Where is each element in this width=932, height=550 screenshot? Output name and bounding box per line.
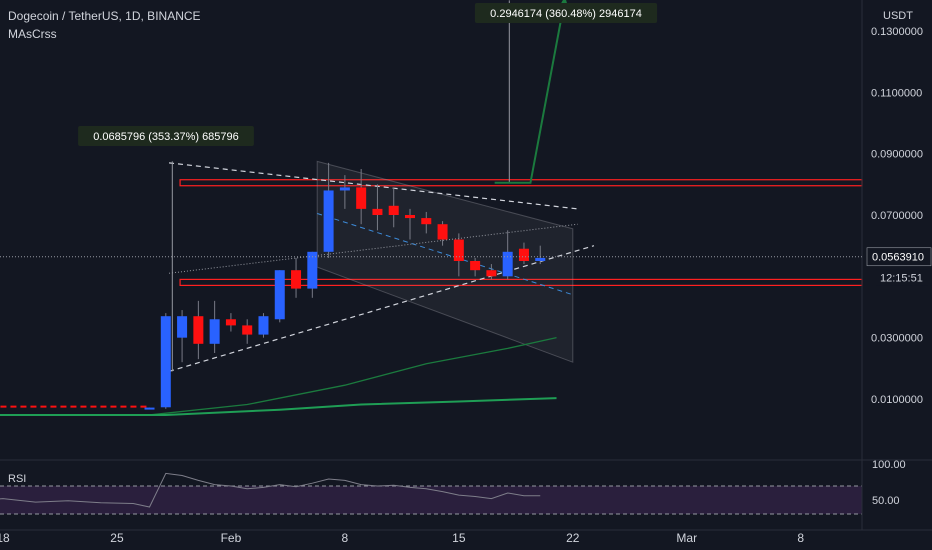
label-layer: 0.0685796 (353.37%) 685796 0.2946174 (360… xyxy=(78,3,658,146)
symbol-title: Dogecoin / TetherUS, 1D, BINANCE xyxy=(8,9,201,23)
currency-label: USDT xyxy=(883,10,913,22)
candle-body xyxy=(470,261,481,271)
candle-body xyxy=(535,257,546,261)
current-price-label: 0.0563910 xyxy=(872,252,924,264)
candle-body xyxy=(144,407,155,410)
candle-body xyxy=(209,319,220,344)
countdown-label: 12:15:51 xyxy=(880,273,923,285)
x-tick-label: 18 xyxy=(0,531,10,545)
upper-triangle-line xyxy=(168,162,578,210)
measure-label-2: 0.2946174 (360.48%) 2946174 xyxy=(490,8,642,20)
y-tick-label: 0.0100000 xyxy=(871,394,923,406)
rsi-line xyxy=(0,472,541,508)
lower-triangle-line xyxy=(168,245,595,372)
x-tick-label: 15 xyxy=(452,531,466,545)
candle-layer xyxy=(144,162,546,410)
candle-body xyxy=(502,251,513,277)
candle-body xyxy=(486,270,497,277)
candle-body xyxy=(323,190,334,252)
indicator-label: MAsCrss xyxy=(8,27,57,41)
rsi-band xyxy=(0,486,862,514)
candle-body xyxy=(405,215,415,219)
candle-body xyxy=(193,316,204,344)
candle-body xyxy=(225,319,236,326)
moving-average-layer xyxy=(0,337,557,416)
candle-body xyxy=(307,251,318,289)
candle-body xyxy=(160,316,171,408)
rsi-tick-label: 50.00 xyxy=(872,495,900,507)
candle-body xyxy=(339,187,350,191)
candle-body xyxy=(274,270,285,320)
x-tick-label: 22 xyxy=(566,531,580,545)
countdown-box xyxy=(876,269,928,286)
rsi-label: RSI xyxy=(8,473,26,485)
candle-body xyxy=(356,187,367,209)
current-price-box xyxy=(866,247,932,267)
measure-label-1-box xyxy=(78,126,254,146)
y-tick-label: 0.0300000 xyxy=(871,333,923,345)
y-tick-label: 0.1300000 xyxy=(871,26,923,38)
candle-body xyxy=(453,239,464,261)
candle-body xyxy=(258,316,269,335)
x-tick-label: 25 xyxy=(110,531,124,545)
x-tick-label: Mar xyxy=(676,531,697,545)
projection-path xyxy=(494,0,566,184)
dotted-trendline xyxy=(168,223,578,274)
candle-body xyxy=(291,270,302,289)
measure-label-2-box xyxy=(474,3,658,23)
candle-body xyxy=(437,224,448,240)
y-tick-label: 0.0900000 xyxy=(871,149,923,161)
candle-body xyxy=(177,316,188,338)
candle-body xyxy=(372,208,383,215)
x-tick-label: 8 xyxy=(797,531,804,545)
rsi-layer: RSI 100.00 50.00 xyxy=(0,459,932,515)
measure-label-1: 0.0685796 (353.37%) 685796 xyxy=(93,131,239,143)
candle-body xyxy=(388,205,399,215)
x-tick-label: 8 xyxy=(342,531,349,545)
candle-body xyxy=(421,218,432,225)
ma-line-2 xyxy=(0,397,557,416)
rsi-tick-label: 100.00 xyxy=(872,459,906,471)
y-tick-label: 0.1100000 xyxy=(871,87,922,99)
candle-body xyxy=(242,325,253,335)
candle-body xyxy=(518,248,529,261)
x-tick-label: Feb xyxy=(221,531,242,545)
y-tick-label: 0.0700000 xyxy=(871,210,923,222)
